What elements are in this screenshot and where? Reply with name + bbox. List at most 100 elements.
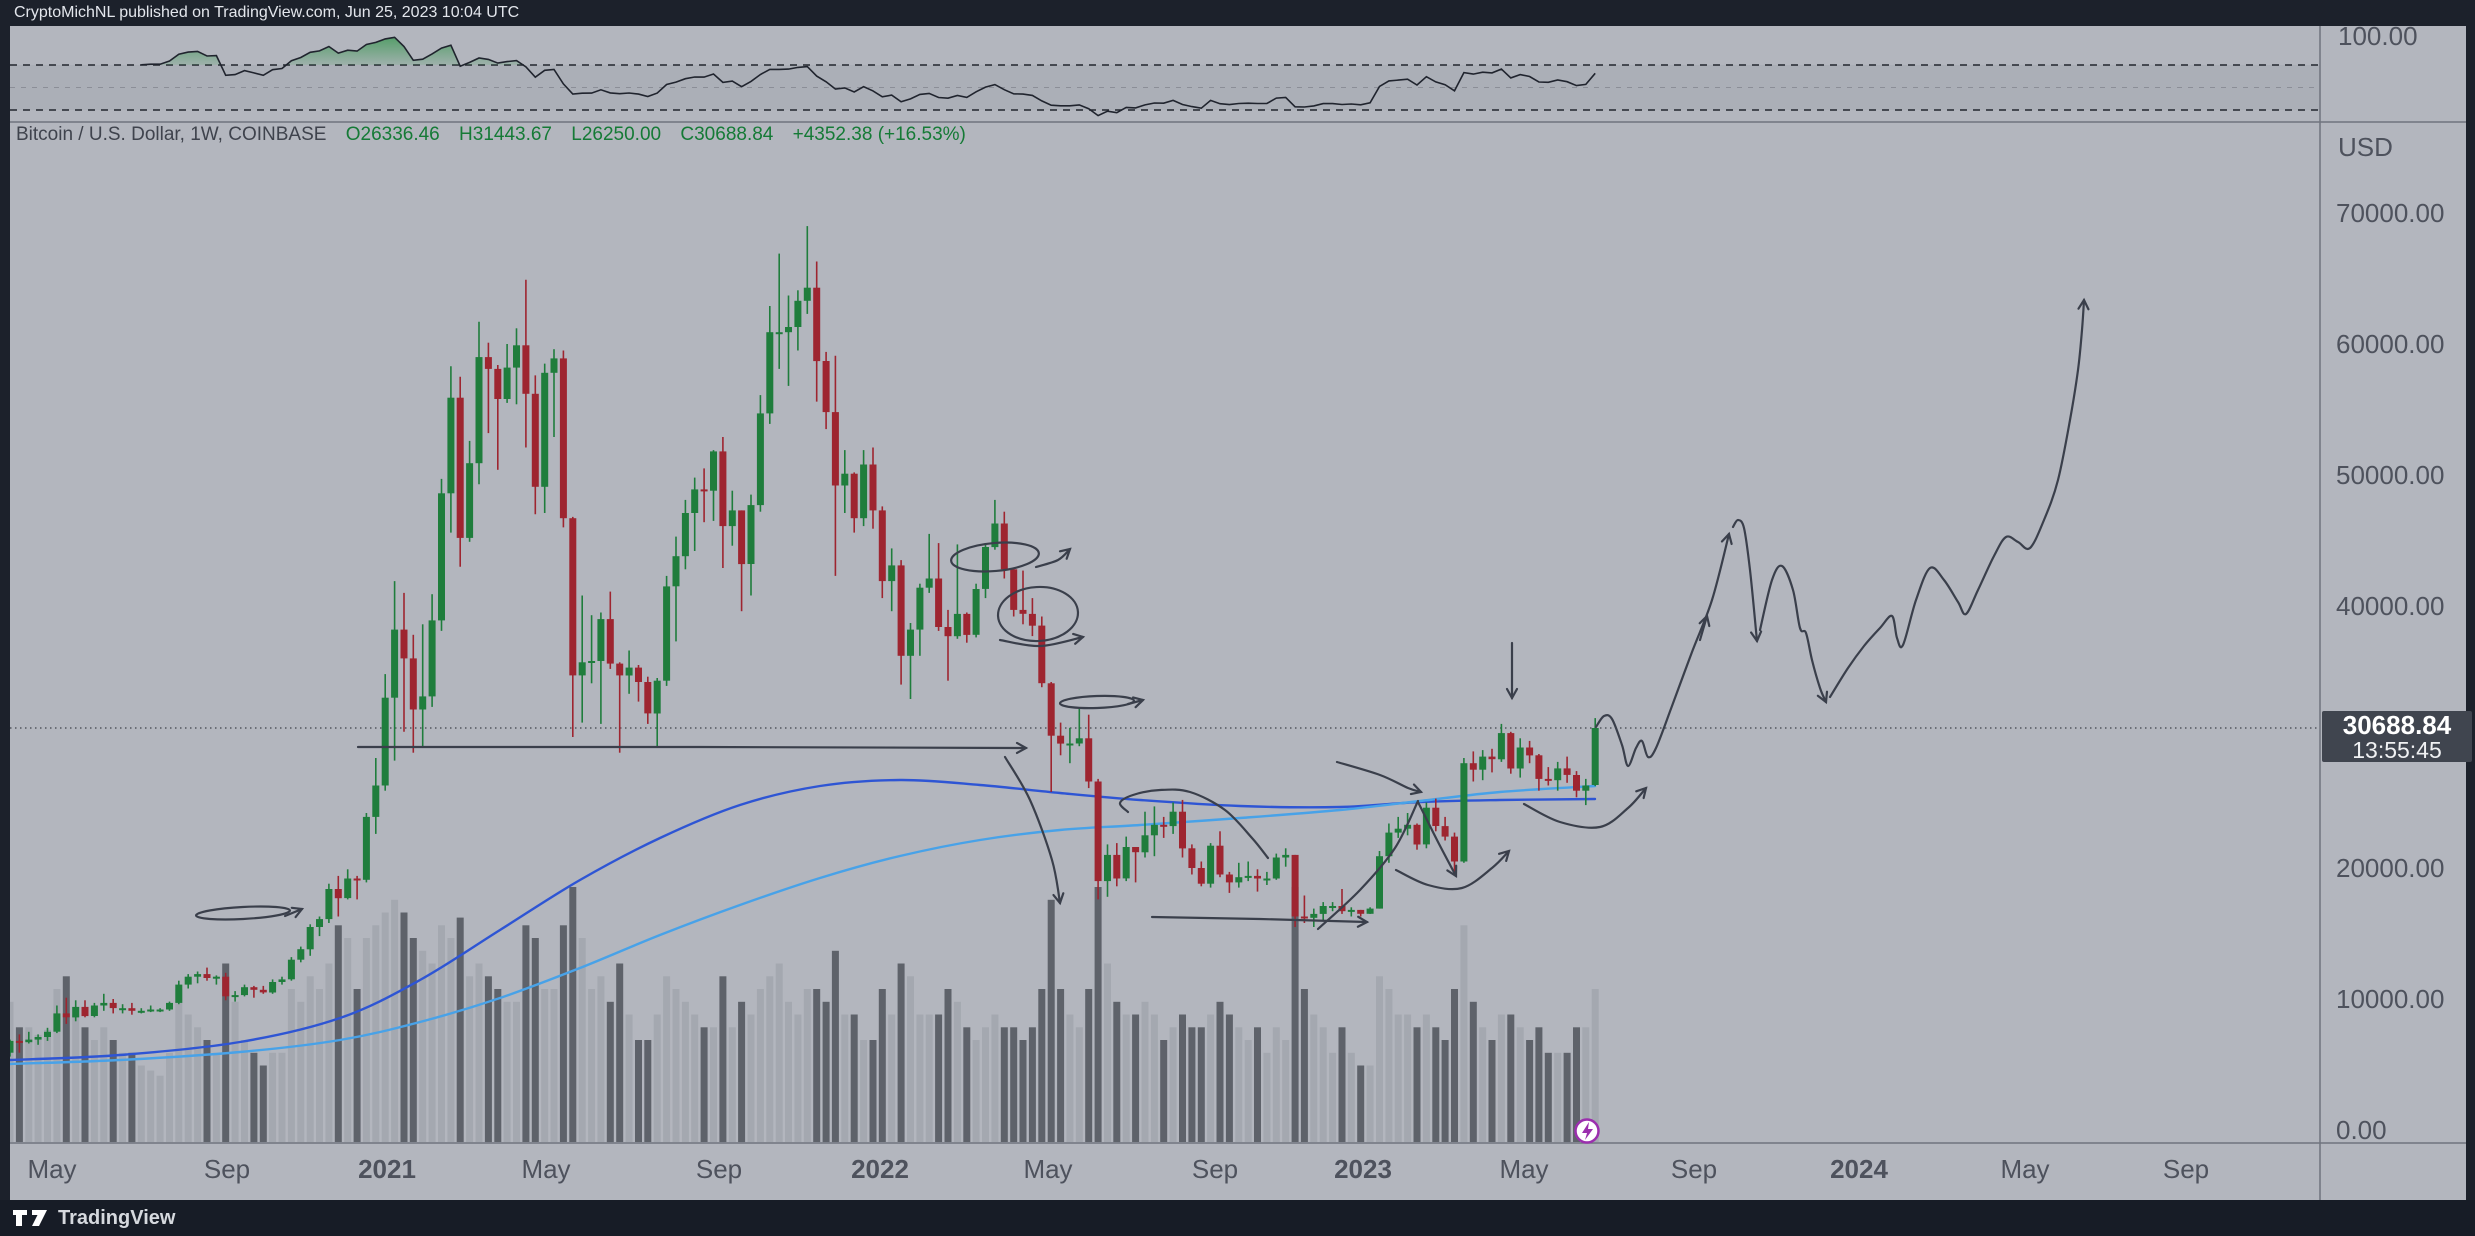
candle[interactable] [588, 615, 596, 684]
candle[interactable] [503, 344, 511, 403]
candle[interactable] [1160, 816, 1168, 838]
candle[interactable] [1376, 851, 1383, 909]
candle[interactable] [175, 980, 183, 1005]
last-price-badge[interactable]: 30688.84 13:55:45 [2322, 711, 2472, 762]
candle[interactable] [1197, 861, 1205, 887]
candle[interactable] [1000, 511, 1008, 579]
annotation-ellipse1-exit-arrow[interactable] [1034, 547, 1072, 569]
candle[interactable] [1263, 871, 1271, 885]
candle[interactable] [316, 916, 323, 937]
candle[interactable] [813, 261, 821, 402]
candle[interactable] [1216, 831, 1224, 878]
annotation-ellipse2-exit-arrow[interactable] [998, 632, 1086, 648]
candle[interactable] [1272, 853, 1280, 880]
candle[interactable] [822, 351, 830, 430]
price-tick-label[interactable]: 50000.00 [2336, 460, 2444, 490]
annotation-ellipse[interactable] [1058, 694, 1136, 710]
annotation-rising-line-jan23[interactable] [1316, 799, 1420, 931]
candle[interactable] [728, 490, 736, 546]
candle[interactable] [1207, 843, 1215, 888]
candle[interactable] [203, 967, 211, 981]
candle[interactable] [1394, 816, 1402, 838]
candle[interactable] [1319, 902, 1327, 921]
annotation-breakdown-line-2022[interactable] [1003, 755, 1065, 906]
candle[interactable] [1132, 847, 1140, 883]
candle[interactable] [1544, 767, 1552, 786]
candle[interactable] [409, 634, 417, 753]
candle[interactable] [184, 974, 192, 989]
candle[interactable] [1591, 718, 1599, 787]
candle[interactable] [362, 813, 370, 883]
candle[interactable] [907, 623, 914, 699]
candle[interactable] [1085, 714, 1093, 789]
price-scale[interactable]: 70000.00 60000.00 50000.00 40000.00 20000.00… [2336, 198, 2444, 1145]
candle[interactable] [241, 984, 248, 997]
time-tick-label[interactable]: May [1023, 1154, 1072, 1184]
hand-drawn-annotations[interactable] [194, 297, 2090, 931]
time-tick-label[interactable]: Sep [204, 1154, 250, 1184]
candle[interactable] [700, 468, 708, 523]
candle[interactable] [259, 985, 267, 994]
candle[interactable] [1028, 598, 1036, 637]
candle[interactable] [100, 993, 108, 1011]
annotation-ellipse[interactable] [950, 539, 1040, 575]
candle[interactable] [381, 674, 389, 791]
candle[interactable] [653, 678, 661, 747]
time-tick-label[interactable]: Sep [1671, 1154, 1717, 1184]
annotation-ellipse[interactable] [996, 585, 1080, 643]
annotation-projection-w-dip[interactable] [1594, 531, 1733, 768]
candle[interactable] [578, 595, 586, 723]
candle[interactable] [672, 536, 680, 642]
candle[interactable] [484, 342, 492, 434]
candle[interactable] [831, 355, 839, 576]
symbol-description[interactable]: Bitcoin / U.S. Dollar, 1W, COINBASE [16, 124, 327, 145]
candle[interactable] [400, 592, 408, 732]
candle[interactable] [644, 676, 652, 724]
candle[interactable] [1254, 869, 1261, 892]
candle[interactable] [119, 1004, 127, 1014]
candle[interactable] [1497, 723, 1505, 762]
candle[interactable] [766, 306, 774, 424]
candle[interactable] [428, 594, 436, 707]
candle[interactable] [963, 612, 971, 643]
candle[interactable] [1235, 862, 1243, 888]
price-tick-label[interactable]: 40000.00 [2336, 591, 2444, 621]
candle[interactable] [541, 363, 549, 513]
candle[interactable] [897, 560, 905, 685]
candle[interactable] [1563, 756, 1571, 783]
candle[interactable] [944, 609, 952, 681]
candle[interactable] [475, 321, 483, 485]
candle[interactable] [15, 1034, 23, 1053]
candle[interactable] [1366, 907, 1374, 914]
candle[interactable] [681, 499, 689, 570]
candle[interactable] [287, 957, 295, 981]
candle[interactable] [738, 510, 746, 612]
time-tick-label[interactable]: 2024 [1830, 1154, 1888, 1184]
candle[interactable] [1188, 844, 1196, 875]
candle[interactable] [1122, 836, 1130, 882]
annotation-projection-drop-37k[interactable] [1731, 518, 1763, 644]
candle[interactable] [1460, 758, 1468, 863]
candle[interactable] [691, 477, 699, 551]
candle[interactable] [1169, 802, 1177, 834]
candle[interactable] [597, 612, 605, 724]
candle[interactable] [438, 478, 445, 631]
time-tick-label[interactable]: Sep [1192, 1154, 1238, 1184]
candle[interactable] [794, 290, 802, 351]
candle[interactable] [372, 758, 380, 834]
candle[interactable] [869, 447, 877, 529]
candle[interactable] [306, 924, 314, 956]
symbol-legend[interactable]: Bitcoin / U.S. Dollar, 1W, COINBASE O263… [16, 124, 966, 146]
candle[interactable] [1104, 844, 1111, 897]
candle[interactable] [1038, 616, 1046, 688]
candle[interactable] [1554, 761, 1562, 791]
candle[interactable] [531, 375, 539, 515]
candle[interactable] [128, 1002, 136, 1015]
candle[interactable] [1310, 908, 1318, 927]
candle[interactable] [635, 665, 642, 702]
candle[interactable] [53, 1005, 61, 1034]
tradingview-brand-text[interactable]: TradingView [58, 1206, 176, 1229]
time-tick-label[interactable]: 2022 [851, 1154, 909, 1184]
candle[interactable] [456, 376, 464, 567]
